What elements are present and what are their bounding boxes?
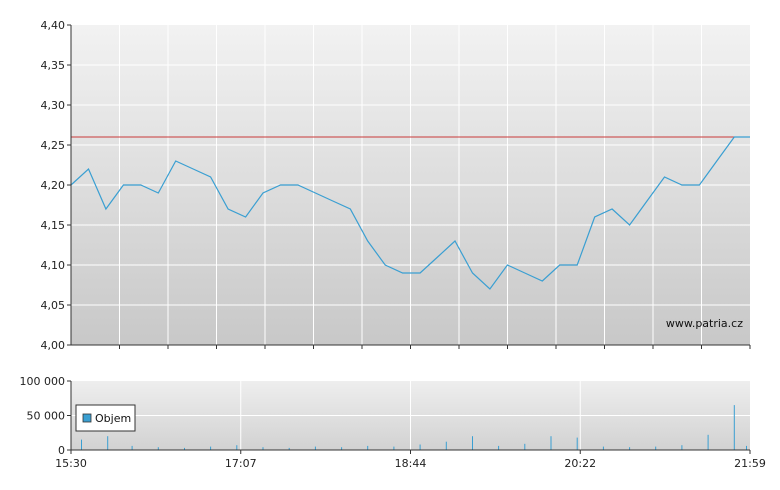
- volume-bar: [524, 443, 526, 450]
- price-y-tick-label: 4,00: [41, 339, 66, 352]
- volume-bar: [419, 444, 421, 450]
- price-y-tick-label: 4,20: [41, 179, 66, 192]
- volume-bars: [81, 405, 747, 450]
- volume-bar: [576, 437, 578, 450]
- volume-x-axis-ticks: 15:30 17:07 18:44 20:22 21:59: [55, 450, 766, 470]
- volume-bar: [184, 447, 185, 450]
- volume-y-tick-label: 0: [58, 444, 65, 457]
- volume-bar: [341, 447, 343, 450]
- volume-bar: [288, 447, 290, 450]
- volume-bar: [655, 446, 657, 450]
- volume-bar: [707, 434, 709, 450]
- volume-bar: [236, 445, 238, 450]
- volume-bar: [157, 447, 159, 450]
- legend-label: Objem: [95, 412, 131, 425]
- x-tick-label: 21:59: [734, 457, 766, 470]
- price-y-tick-label: 4,05: [41, 299, 66, 312]
- watermark: www.patria.cz: [666, 317, 743, 330]
- legend-swatch: [82, 413, 92, 423]
- volume-bar: [81, 439, 82, 450]
- volume-bar: [393, 446, 395, 450]
- x-tick-label: 20:22: [564, 457, 596, 470]
- volume-y-axis-ticks: 100 000 50 000 0: [20, 375, 71, 457]
- volume-bar: [314, 446, 316, 450]
- price-series-line: [70, 136, 750, 290]
- volume-y-tick-label: 50 000: [27, 410, 66, 423]
- volume-bar: [550, 436, 552, 450]
- price-y-tick-label: 4,15: [41, 219, 66, 232]
- price-y-tick-label: 4,35: [41, 59, 66, 72]
- price-y-tick-label: 4,25: [41, 139, 66, 152]
- price-panel: 4,40 4,35 4,30 4,25 4,20 4,15 4,10 4,05 4,00 www…: [41, 19, 751, 352]
- x-tick-label: 18:44: [395, 457, 427, 470]
- price-y-tick-label: 4,30: [41, 99, 66, 112]
- volume-bar: [498, 445, 500, 450]
- volume-panel: 100 000 50 000 0 15:30 17:07 18:44 20:22 21:59…: [20, 375, 766, 470]
- price-y-tick-label: 4,40: [41, 19, 66, 32]
- volume-bar: [629, 447, 631, 450]
- volume-grid: [71, 381, 750, 450]
- volume-bar: [602, 446, 604, 450]
- price-grid: [71, 25, 750, 345]
- price-x-tick-marks: [119, 345, 751, 349]
- price-y-tick-label: 4,10: [41, 259, 66, 272]
- volume-bar: [472, 436, 473, 450]
- volume-bar: [262, 447, 264, 450]
- volume-bar: [681, 445, 683, 450]
- volume-bar: [367, 445, 369, 450]
- volume-bar: [210, 446, 212, 450]
- volume-bar: [746, 445, 747, 450]
- volume-bar: [733, 405, 735, 450]
- x-tick-label: 15:30: [55, 457, 87, 470]
- volume-y-tick-label: 100 000: [20, 375, 66, 388]
- volume-bar: [107, 436, 109, 450]
- volume-bar: [445, 441, 447, 450]
- price-y-axis-ticks: 4,40 4,35 4,30 4,25 4,20 4,15 4,10 4,05 4,00: [41, 19, 71, 352]
- x-tick-label: 17:07: [225, 457, 257, 470]
- volume-legend: Objem: [75, 404, 136, 432]
- volume-bar: [131, 445, 133, 450]
